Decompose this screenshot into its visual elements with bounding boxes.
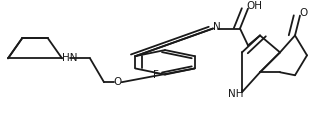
Text: N: N <box>213 22 221 32</box>
Text: F: F <box>153 70 158 80</box>
Text: O: O <box>113 77 121 87</box>
Text: HN: HN <box>62 53 77 63</box>
Text: O: O <box>299 8 307 18</box>
Text: OH: OH <box>246 1 262 11</box>
Text: NH: NH <box>228 89 243 99</box>
